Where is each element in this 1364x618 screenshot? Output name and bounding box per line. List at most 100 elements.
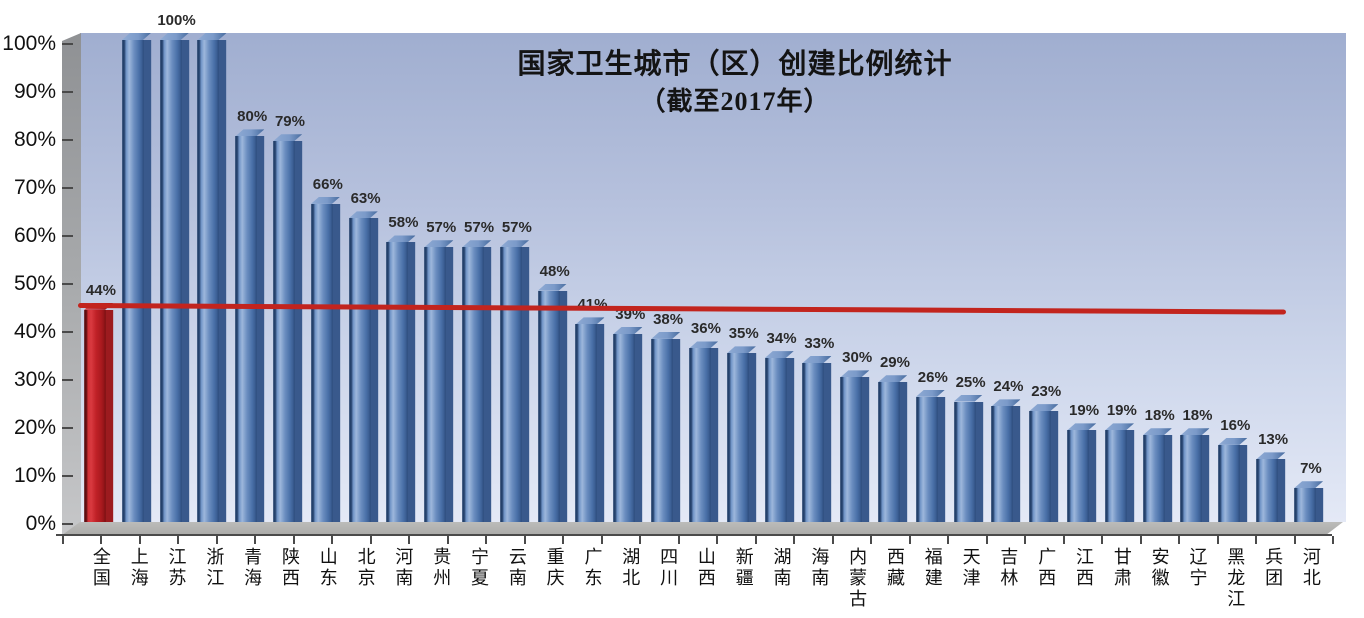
category-axis: 全国 上海 江苏 浙江 青海 陕西 山东 北京 河南 贵州 宁夏 云南 重庆 广东 湖北 四川 山西 新疆 湖南 海南… bbox=[82, 547, 1330, 617]
x-axis-tick bbox=[1180, 536, 1219, 544]
bar-slot: 38% bbox=[649, 40, 687, 522]
bar-value-label: 48% bbox=[539, 262, 570, 280]
bar bbox=[121, 40, 151, 522]
bar-slot: 23% bbox=[1027, 40, 1065, 522]
category-cell: 山东 bbox=[309, 547, 347, 617]
bar bbox=[1029, 411, 1059, 522]
bar-slot bbox=[195, 40, 233, 522]
bar-value-label: 18% bbox=[1182, 407, 1213, 425]
y-axis-tick-label: 80% bbox=[13, 128, 56, 151]
category-cell: 全国 bbox=[82, 547, 120, 617]
bar bbox=[310, 203, 340, 522]
bar-value-label: 13% bbox=[1258, 431, 1289, 449]
y-axis-tick bbox=[62, 187, 73, 189]
category-label: 江西 bbox=[1074, 547, 1095, 589]
bar-value-label: 66% bbox=[312, 175, 343, 193]
y-axis-tick bbox=[62, 475, 73, 477]
category-label: 上海 bbox=[128, 547, 149, 589]
bar bbox=[197, 40, 227, 522]
x-axis-line bbox=[56, 534, 1332, 536]
bar-slot: 58% bbox=[385, 40, 423, 522]
chart-title-line2: （截至2017年） bbox=[639, 86, 831, 116]
x-axis-tick bbox=[680, 536, 719, 544]
category-label: 重庆 bbox=[544, 547, 565, 589]
bar bbox=[1105, 430, 1135, 522]
category-label: 贵州 bbox=[431, 547, 452, 589]
bar-slot: 25% bbox=[952, 40, 990, 522]
category-cell: 新疆 bbox=[725, 547, 763, 617]
category-cell: 安徽 bbox=[1141, 547, 1179, 617]
bar-value-label: 25% bbox=[955, 373, 986, 391]
bar bbox=[273, 141, 303, 522]
x-axis-tick bbox=[179, 536, 218, 544]
category-cell: 重庆 bbox=[536, 547, 574, 617]
x-axis-tick bbox=[1257, 536, 1296, 544]
bar bbox=[840, 377, 870, 522]
category-label: 广东 bbox=[582, 547, 603, 589]
bar bbox=[575, 324, 605, 522]
bar bbox=[386, 242, 416, 522]
category-cell: 四川 bbox=[649, 547, 687, 617]
bar-slot: 63% bbox=[347, 40, 385, 522]
bar bbox=[235, 136, 265, 522]
y-axis-tick-label: 40% bbox=[13, 320, 56, 343]
bar-value-label: 57% bbox=[501, 219, 532, 237]
x-axis-ticks bbox=[62, 536, 1334, 544]
bar-slot: 57% bbox=[460, 40, 498, 522]
category-label: 广西 bbox=[1036, 547, 1057, 589]
y-axis-tick bbox=[62, 43, 73, 45]
bar-slot: 16% bbox=[1216, 40, 1254, 522]
category-label: 宁夏 bbox=[469, 547, 490, 589]
x-axis-tick bbox=[1296, 536, 1334, 544]
category-label: 海南 bbox=[809, 547, 830, 589]
category-cell: 广东 bbox=[574, 547, 612, 617]
x-axis-tick bbox=[834, 536, 873, 544]
bar-value-label: 26% bbox=[917, 368, 948, 386]
x-axis-tick bbox=[1219, 536, 1258, 544]
category-cell: 青海 bbox=[233, 547, 271, 617]
bars-area: 44%100%80%79%66%63%58%57%57%57%48%41%39%… bbox=[82, 12, 1330, 522]
y-axis-tick-label: 50% bbox=[13, 272, 56, 295]
bar-value-label: 63% bbox=[350, 190, 381, 208]
bar bbox=[991, 406, 1021, 522]
category-label: 新疆 bbox=[733, 547, 754, 589]
x-axis-tick bbox=[256, 536, 295, 544]
bar-slot: 30% bbox=[838, 40, 876, 522]
category-label: 北京 bbox=[355, 547, 376, 589]
category-cell: 宁夏 bbox=[460, 547, 498, 617]
bar-national bbox=[84, 309, 114, 522]
bar-value-label: 38% bbox=[653, 310, 684, 328]
bar-slot: 24% bbox=[990, 40, 1028, 522]
bar-slot: 57% bbox=[422, 40, 460, 522]
bar-value-label: 23% bbox=[1031, 383, 1062, 401]
bar-slot: 36% bbox=[687, 40, 725, 522]
bar bbox=[348, 218, 378, 522]
x-axis-tick bbox=[641, 536, 680, 544]
bar bbox=[537, 290, 567, 522]
x-axis-tick bbox=[1065, 536, 1104, 544]
category-cell: 山西 bbox=[687, 547, 725, 617]
chart-title-line1: 国家卫生城市（区）创建比例统计 bbox=[517, 49, 953, 80]
category-label: 福建 bbox=[922, 547, 943, 589]
category-label: 陕西 bbox=[279, 547, 300, 589]
bar bbox=[462, 247, 492, 522]
bar-slot: 34% bbox=[763, 40, 801, 522]
category-cell: 西藏 bbox=[876, 547, 914, 617]
category-label: 云南 bbox=[506, 547, 527, 589]
bar-value-label: 16% bbox=[1220, 416, 1251, 434]
category-label: 山东 bbox=[317, 547, 338, 589]
y-axis-tick-label: 10% bbox=[13, 464, 56, 487]
bar-value-label: 7% bbox=[1300, 460, 1322, 478]
x-axis-tick bbox=[757, 536, 796, 544]
bar-slot: 57% bbox=[498, 40, 536, 522]
bar bbox=[953, 401, 983, 522]
bar-slot: 39% bbox=[611, 40, 649, 522]
category-label: 河北 bbox=[1300, 547, 1321, 589]
category-cell: 北京 bbox=[347, 547, 385, 617]
x-axis-tick bbox=[795, 536, 834, 544]
category-cell: 辽宁 bbox=[1179, 547, 1217, 617]
category-cell: 吉林 bbox=[990, 547, 1028, 617]
bar bbox=[1294, 488, 1324, 522]
y-axis-tick-label: 70% bbox=[13, 176, 56, 199]
category-cell: 广西 bbox=[1027, 547, 1065, 617]
